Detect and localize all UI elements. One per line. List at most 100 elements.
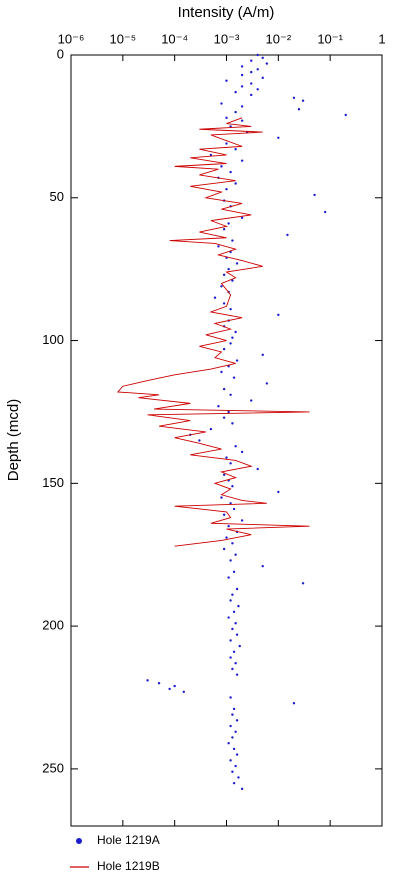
data-point — [237, 604, 240, 608]
data-point — [217, 245, 220, 248]
data-point — [261, 564, 264, 568]
data-point — [240, 105, 244, 108]
data-point — [227, 524, 230, 528]
data-point — [235, 262, 239, 265]
data-point — [225, 79, 228, 82]
data-point — [240, 216, 244, 219]
data-point — [235, 753, 239, 756]
data-point — [250, 93, 253, 97]
data-point — [250, 70, 253, 74]
y-tick-label: 50 — [50, 189, 64, 204]
data-point — [234, 90, 237, 94]
data-point — [222, 513, 226, 516]
data-point — [227, 365, 230, 368]
data-point — [227, 576, 230, 579]
data-point — [225, 188, 228, 191]
x-tick-label: 10⁻⁴ — [161, 31, 188, 46]
data-point — [297, 108, 301, 111]
data-point — [344, 113, 347, 117]
data-point — [222, 347, 226, 351]
data-point — [231, 336, 234, 339]
data-point — [227, 222, 230, 225]
data-point — [277, 136, 280, 140]
data-point — [229, 639, 232, 642]
x-tick-label: 1 — [378, 31, 385, 46]
data-point — [220, 370, 223, 374]
data-point — [231, 667, 234, 671]
data-point — [301, 99, 305, 102]
data-point — [229, 559, 232, 562]
x-axis-title: Intensity (A/m) — [178, 4, 275, 21]
data-point — [229, 502, 232, 505]
data-point — [229, 724, 232, 728]
data-point — [301, 582, 305, 585]
y-tick-label: 0 — [57, 46, 64, 61]
data-point — [225, 116, 228, 120]
data-point — [232, 507, 236, 511]
data-point — [238, 644, 241, 648]
data-point — [209, 427, 213, 431]
data-point — [231, 422, 234, 425]
x-tick-label: 10⁻⁵ — [109, 31, 136, 46]
data-point — [213, 296, 217, 299]
data-point — [232, 610, 236, 614]
data-point — [231, 713, 234, 716]
data-point — [323, 210, 327, 214]
data-point — [232, 707, 236, 711]
y-tick-label: 200 — [42, 618, 64, 633]
data-point — [265, 382, 269, 385]
data-point — [173, 684, 176, 688]
x-tick-label: 10⁻² — [266, 31, 292, 46]
data-point — [229, 696, 232, 699]
y-tick-label: 100 — [42, 332, 64, 347]
data-point — [231, 736, 234, 739]
data-point — [256, 68, 259, 71]
data-point — [286, 233, 289, 237]
data-point — [235, 719, 239, 722]
data-point — [198, 439, 201, 442]
x-tick-label: 10⁻³ — [214, 31, 240, 46]
data-point — [229, 125, 232, 128]
data-point — [250, 399, 253, 402]
data-point — [229, 599, 232, 602]
data-point — [229, 759, 232, 762]
data-point — [220, 496, 223, 499]
data-point — [220, 285, 223, 288]
data-point — [240, 519, 244, 522]
data-point — [222, 416, 226, 419]
data-point — [234, 622, 237, 625]
data-point — [256, 53, 259, 57]
data-point — [234, 553, 237, 556]
data-point — [265, 62, 269, 65]
data-point — [222, 227, 226, 231]
data-point — [240, 787, 244, 791]
data-point — [229, 307, 232, 311]
data-point — [229, 656, 232, 659]
data-point — [234, 730, 237, 733]
legend-label: Hole 1219B — [97, 859, 160, 873]
data-point — [261, 76, 264, 80]
data-point — [250, 59, 253, 62]
plot-frame — [70, 54, 383, 827]
data-point — [227, 616, 230, 619]
data-point — [237, 776, 240, 779]
data-point — [227, 410, 230, 414]
data-point — [277, 313, 280, 317]
data-point — [227, 267, 230, 271]
data-line — [116, 117, 310, 547]
data-point — [240, 73, 244, 77]
data-point — [231, 279, 234, 282]
data-point — [182, 690, 185, 693]
data-point — [256, 467, 259, 471]
data-point — [256, 88, 259, 91]
data-point — [240, 159, 244, 162]
data-point — [232, 781, 236, 785]
data-point — [220, 165, 223, 168]
data-point — [225, 536, 228, 539]
data-point — [313, 193, 316, 197]
data-point — [227, 741, 230, 745]
data-point — [235, 633, 239, 636]
data-point — [234, 662, 237, 665]
data-point — [232, 570, 236, 574]
data-point — [229, 393, 232, 397]
